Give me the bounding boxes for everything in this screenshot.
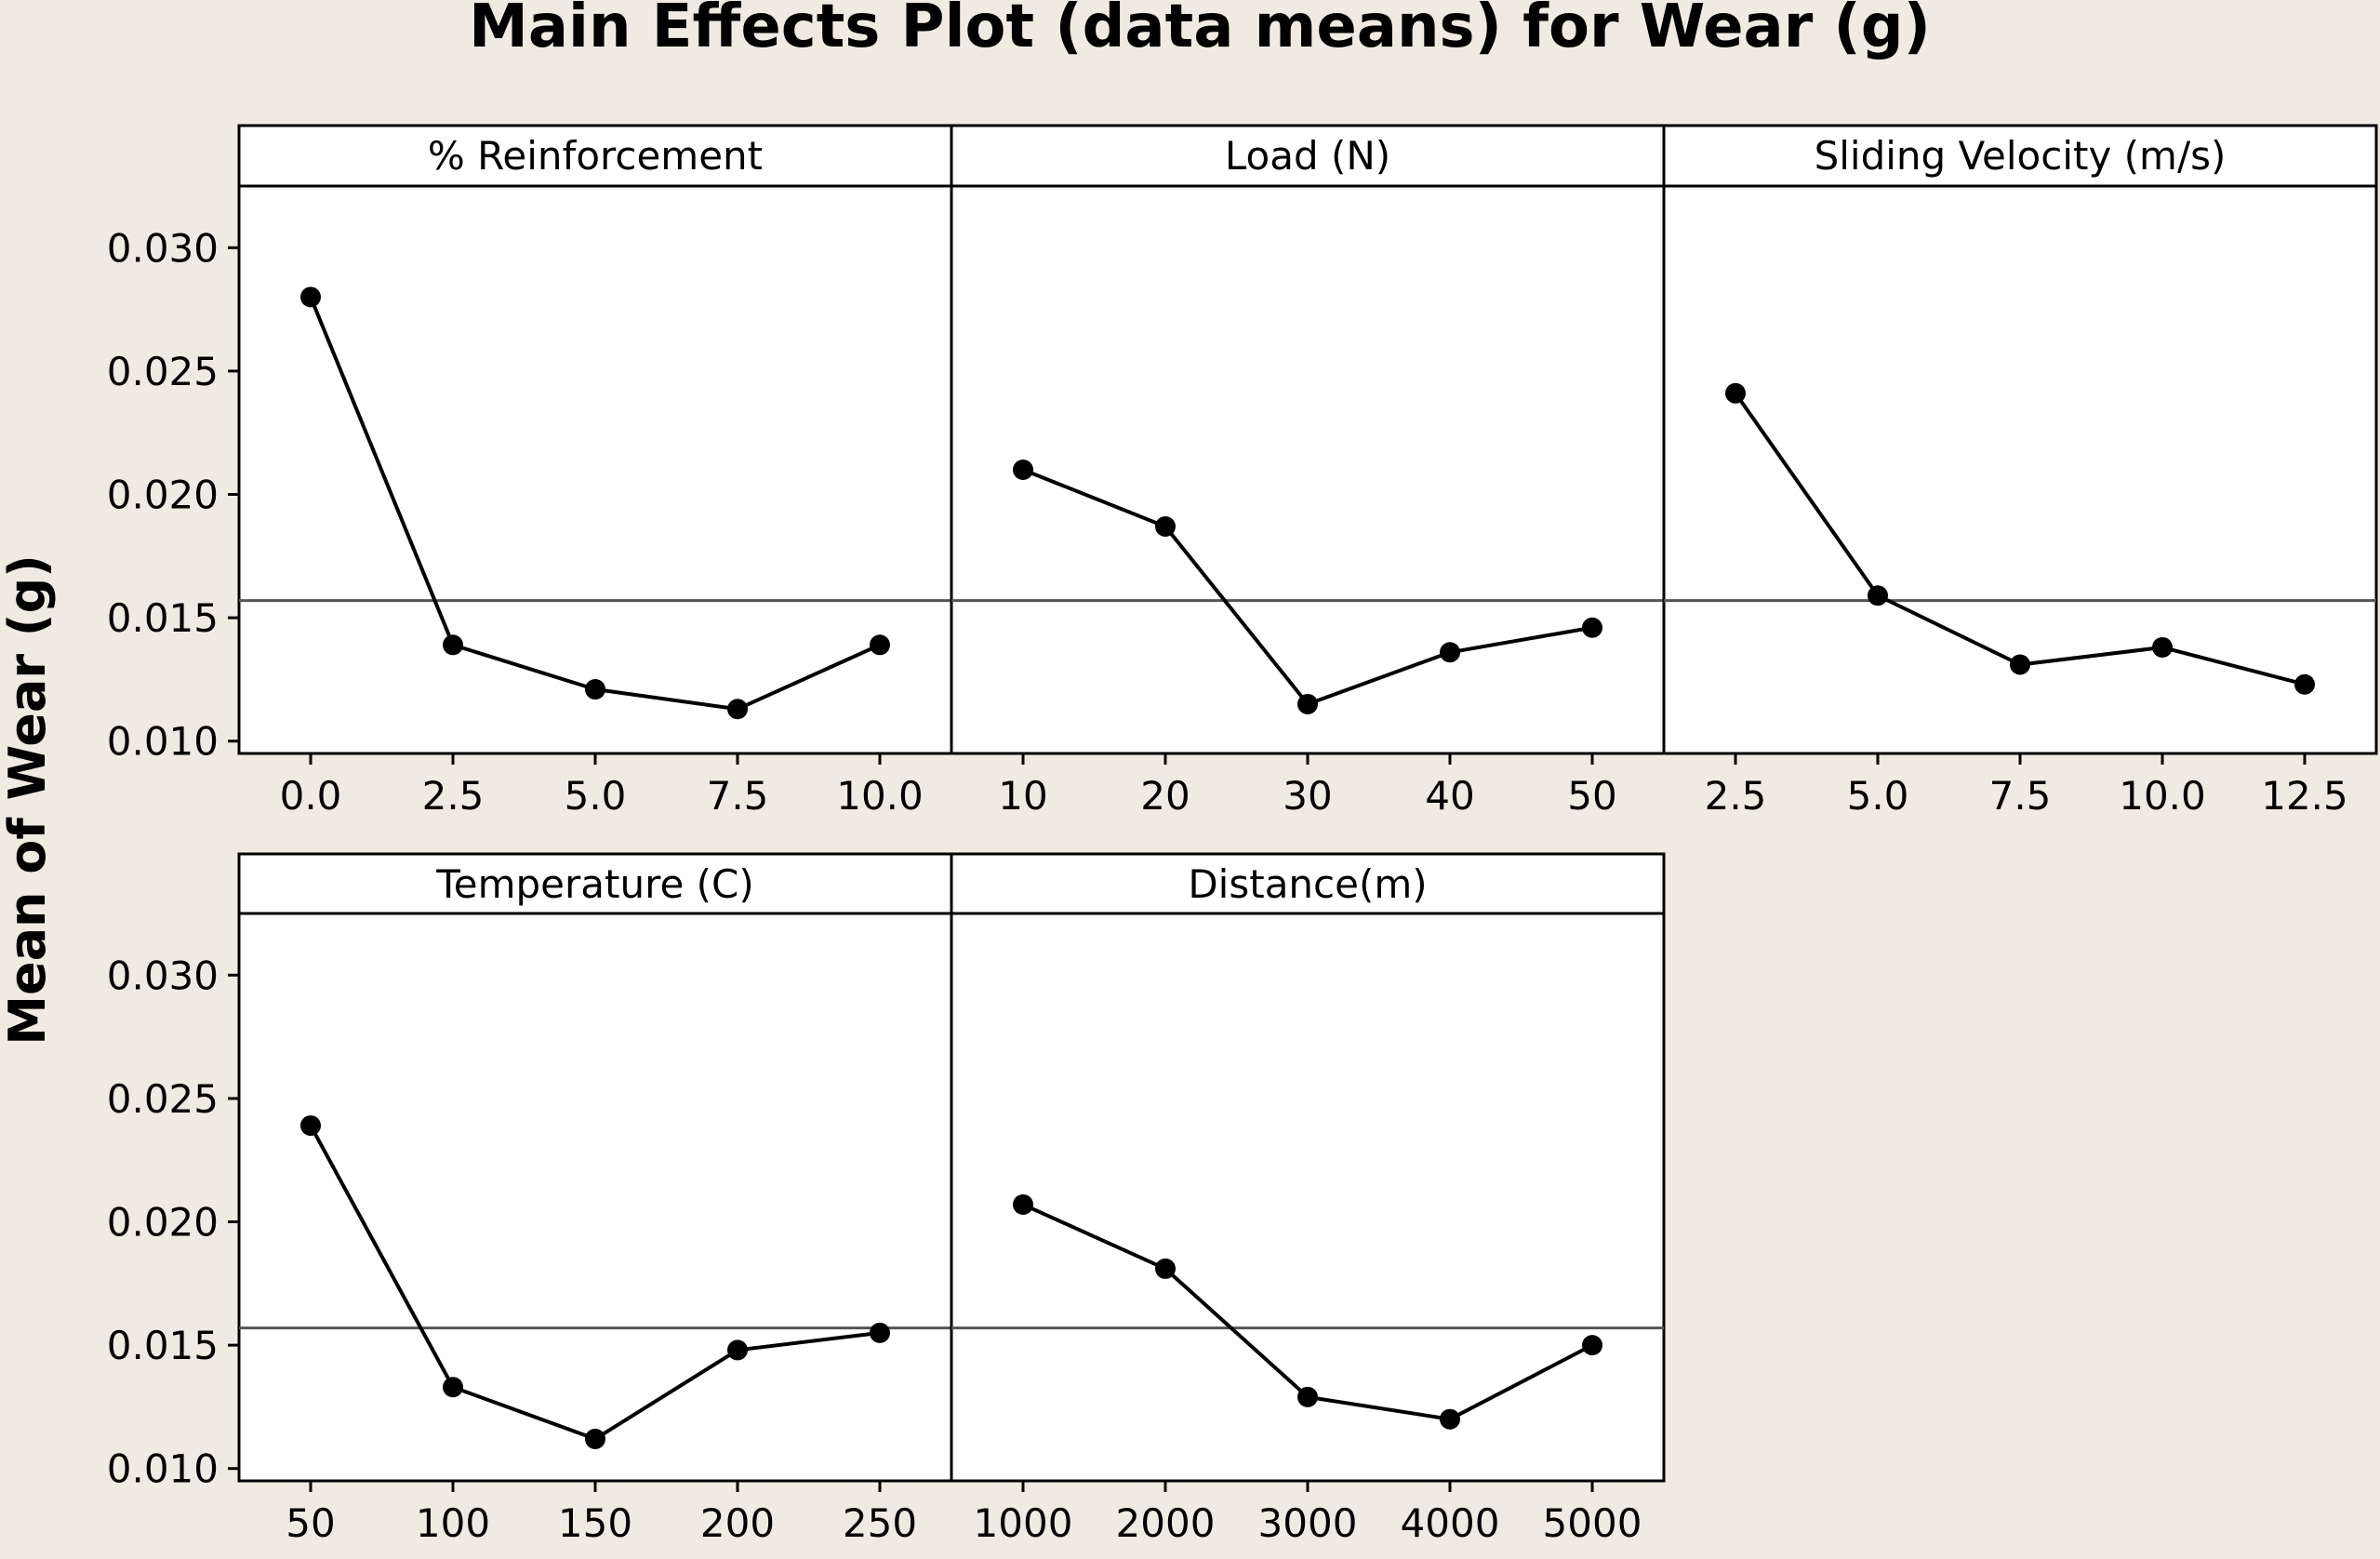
x-tick-label: 40 [1425,773,1474,819]
x-tick-label: 50 [286,1500,335,1546]
data-point [443,1377,463,1398]
y-tick-label: 0.020 [107,1200,219,1246]
panel-title: Distance(m) [1188,861,1427,907]
x-tick-label: 2.5 [422,773,485,819]
x-tick-label: 0.0 [280,773,342,819]
data-point [585,679,605,700]
y-axis-row-1: 0.010 0.015 0.020 0.025 0.030 [107,225,239,765]
data-point [443,634,463,656]
panel-background [1664,126,2376,753]
y-tick-label: 0.030 [107,225,219,271]
x-tick-label: 10 [998,773,1047,819]
x-tick-label: 10.0 [836,773,924,819]
x-tick-label: 7.5 [1989,773,2052,819]
panel-2: Load (N) 10 20 30 40 50 [950,124,1666,819]
data-point [727,699,748,720]
data-point [727,1339,748,1361]
panel-title: Sliding Velocity (m/s) [1815,133,2227,179]
x-tick-label: 100 [416,1500,490,1546]
panel-background [239,126,951,753]
x-tick-label: 10.0 [2119,773,2206,819]
x-tick-label: 7.5 [707,773,769,819]
data-point [1725,382,1746,404]
x-tick-label: 30 [1283,773,1332,819]
y-tick-label: 0.015 [107,595,219,641]
x-tick-label: 50 [1567,773,1616,819]
x-tick-label: 2.5 [1705,773,1767,819]
data-point [1440,642,1460,663]
panel-title: % Reinforcement [428,133,763,179]
y-axis-label: Mean of Wear (g) [0,554,57,1046]
x-tick-label: 5.0 [1847,773,1909,819]
y-tick-label: 0.030 [107,953,219,998]
panel-1: % Reinforcement 0.0 2.5 5.0 7.5 10.0 [237,124,953,819]
x-tick-label: 12.5 [2261,773,2348,819]
data-point [585,1428,605,1449]
panel-background [239,854,951,1481]
x-tick-label: 5.0 [565,773,627,819]
y-tick-label: 0.025 [107,1076,219,1122]
data-point [2010,654,2030,675]
data-point [300,1115,321,1137]
data-point [1155,1258,1176,1279]
y-tick-label: 0.010 [107,719,219,765]
x-tick-label: 5000 [1543,1500,1642,1546]
data-point [870,1322,890,1343]
panel-5: Distance(m) 1000 2000 3000 4000 5000 [950,852,1666,1546]
x-tick-label: 20 [1140,773,1190,819]
data-point [1297,1386,1318,1407]
data-point [1440,1408,1460,1430]
x-tick-label: 150 [558,1500,632,1546]
x-tick-label: 250 [843,1500,917,1546]
data-point [1868,585,1888,606]
panel-title: Temperature (C) [435,861,754,907]
data-point [1297,693,1318,714]
data-point [1013,460,1033,480]
y-tick-label: 0.025 [107,349,219,394]
panel-background [951,126,1664,753]
panel-background [951,854,1664,1481]
x-tick-label: 4000 [1401,1500,1500,1546]
data-point [1582,617,1602,638]
data-point [1155,516,1176,537]
x-tick-label: 2000 [1116,1500,1216,1546]
panel-title: Load (N) [1225,133,1390,179]
data-point [300,286,321,308]
panel-4: Temperature (C) 50 100 150 200 250 [237,852,953,1546]
panels-layer: 0.0100.0150.0200.0250.0300.0100.0150.020… [107,124,2378,1546]
data-point [2152,636,2173,658]
data-point [1013,1193,1033,1215]
y-tick-label: 0.010 [107,1446,219,1492]
x-tick-label: 200 [700,1500,775,1546]
data-point [870,634,890,656]
y-tick-label: 0.015 [107,1323,219,1368]
y-axis-row-2: 0.010 0.015 0.020 0.025 0.030 [107,953,239,1492]
x-tick-label: 1000 [974,1500,1073,1546]
x-tick-label: 3000 [1258,1500,1358,1546]
data-point [2294,673,2315,695]
data-point [1582,1335,1602,1356]
chart-title: Main Effects Plot (data means) for Wear … [469,0,1931,61]
panel-3: Sliding Velocity (m/s) 2.5 5.0 7.5 10.0 12.5 [1662,124,2378,819]
y-tick-label: 0.020 [107,473,219,518]
